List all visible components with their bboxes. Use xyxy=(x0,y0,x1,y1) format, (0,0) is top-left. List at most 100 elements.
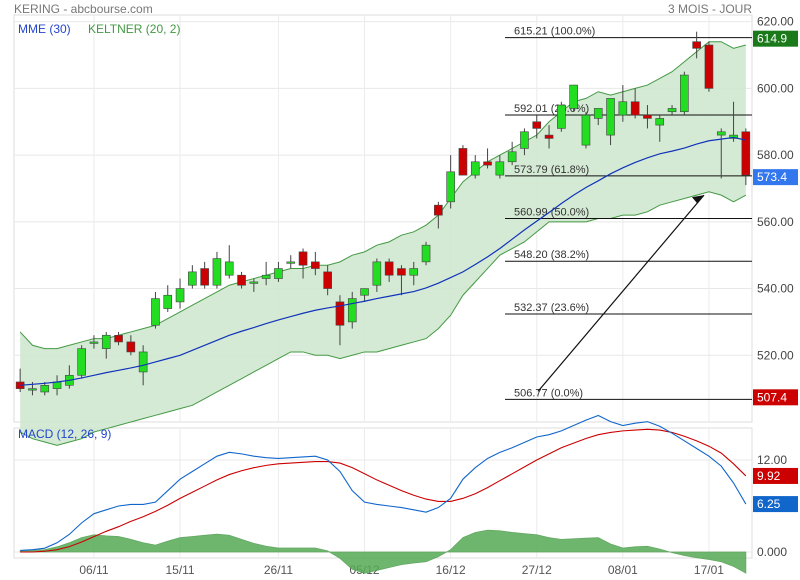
candle-body xyxy=(175,288,185,303)
keltner-legend: KELTNER (20, 2) xyxy=(88,22,181,36)
macd-signal-line xyxy=(20,428,747,553)
macd-badge xyxy=(753,467,798,484)
candle-body xyxy=(126,341,136,353)
candle-body xyxy=(261,274,271,279)
candle-body xyxy=(618,101,628,116)
candle-body xyxy=(446,171,455,203)
candle-body xyxy=(729,134,738,139)
candle-body xyxy=(286,261,296,264)
candle-body xyxy=(28,388,37,391)
candle-body xyxy=(311,261,320,269)
candle-body xyxy=(507,151,517,163)
fibo-label: 506.77 (0.0%) xyxy=(514,387,583,399)
candle-body xyxy=(434,204,443,216)
candle-body xyxy=(52,381,62,389)
candle-body xyxy=(716,131,726,136)
candle-body xyxy=(532,121,542,129)
y-tick-label: 600.00 xyxy=(757,81,794,95)
fibo-label: 532.37 (23.6%) xyxy=(514,302,589,314)
candle-body xyxy=(704,44,714,89)
candle-body xyxy=(655,118,665,126)
candle-body xyxy=(643,114,652,119)
candle-body xyxy=(409,268,419,276)
price-badge xyxy=(753,169,798,186)
price-badge-label: 507.4 xyxy=(757,390,787,404)
candle-body xyxy=(323,271,332,289)
price-badge xyxy=(753,30,798,47)
price-badge-label: 614.9 xyxy=(757,32,787,46)
candle-body xyxy=(212,258,222,286)
candle-body xyxy=(520,131,529,149)
fibo-label: 573.79 (61.8%) xyxy=(514,164,589,176)
ema-legend: MME (30) xyxy=(18,22,71,36)
x-tick-label: 27/12 xyxy=(522,563,552,577)
candle-body xyxy=(692,41,701,49)
y-tick-label: 520.00 xyxy=(757,348,794,362)
x-tick-label: 15/11 xyxy=(165,563,194,577)
y-tick-label: 540.00 xyxy=(757,282,794,296)
fibo-label: 560.99 (50.0%) xyxy=(514,207,589,219)
macd-histogram xyxy=(19,529,747,574)
x-tick-label: 06/11 xyxy=(79,563,108,577)
y-tick-label: 620.00 xyxy=(757,15,794,29)
candle-body xyxy=(237,274,246,286)
candle-body xyxy=(544,134,554,139)
trend-arrow xyxy=(537,194,705,392)
candle-body xyxy=(138,351,148,373)
y-tick-label: 0.000 xyxy=(757,545,787,559)
candle-body xyxy=(593,108,603,119)
candle-body xyxy=(384,261,394,276)
candle-body xyxy=(249,281,259,284)
macd-badge xyxy=(753,496,798,513)
macd-badge-label: 6.25 xyxy=(757,497,781,511)
candle-body xyxy=(77,348,86,376)
keltner-lower-line xyxy=(19,191,747,446)
candle-body xyxy=(163,294,173,309)
period-label: 3 MOIS - JOUR xyxy=(667,2,752,16)
candle-body xyxy=(347,298,357,323)
candle-body xyxy=(458,148,468,176)
x-tick-label: 26/11 xyxy=(264,563,293,577)
candle-body xyxy=(89,341,99,344)
fibo-label: 548.20 (38.2%) xyxy=(514,249,589,261)
y-tick-label: 560.00 xyxy=(757,215,794,229)
candle-body xyxy=(630,101,640,116)
candle-body xyxy=(298,251,308,266)
candle-body xyxy=(188,271,197,286)
candle-body xyxy=(274,268,283,279)
keltner-band xyxy=(20,41,746,446)
x-tick-label: 16/12 xyxy=(436,563,466,577)
macd-line xyxy=(20,414,747,552)
candle-body xyxy=(224,261,234,276)
candle-body xyxy=(581,114,591,146)
candle-body xyxy=(606,98,615,136)
ema-line xyxy=(20,136,746,386)
candle-body xyxy=(397,268,406,276)
x-tick-label: 08/01 xyxy=(608,563,638,577)
candle-body xyxy=(101,334,111,349)
candle-body xyxy=(151,298,160,326)
candle-body xyxy=(335,301,345,326)
candle-body xyxy=(114,334,123,343)
candle-body xyxy=(40,385,50,393)
candle-body xyxy=(200,268,209,286)
y-tick-label: 12.00 xyxy=(757,453,787,467)
keltner-upper-line xyxy=(19,41,746,350)
macd-legend: MACD (12, 26, 9) xyxy=(18,427,112,441)
candle-body xyxy=(557,104,566,129)
fibo-label: 615.21 (100.0%) xyxy=(514,26,595,38)
candle-body xyxy=(360,288,369,296)
candle-body xyxy=(470,161,480,176)
price-badge-label: 573.4 xyxy=(757,170,787,184)
arrow-head xyxy=(692,195,704,204)
candle-body xyxy=(741,131,751,176)
candle-body xyxy=(421,244,431,263)
candle-body xyxy=(483,161,492,166)
y-tick-label: 580.00 xyxy=(757,148,794,162)
candle-body xyxy=(680,74,689,113)
chart-title: KERING - abcbourse.com xyxy=(14,2,153,16)
x-tick-label: 17/01 xyxy=(694,563,724,577)
macd-badge-label: 9.92 xyxy=(757,469,781,483)
candle-body xyxy=(372,261,382,286)
